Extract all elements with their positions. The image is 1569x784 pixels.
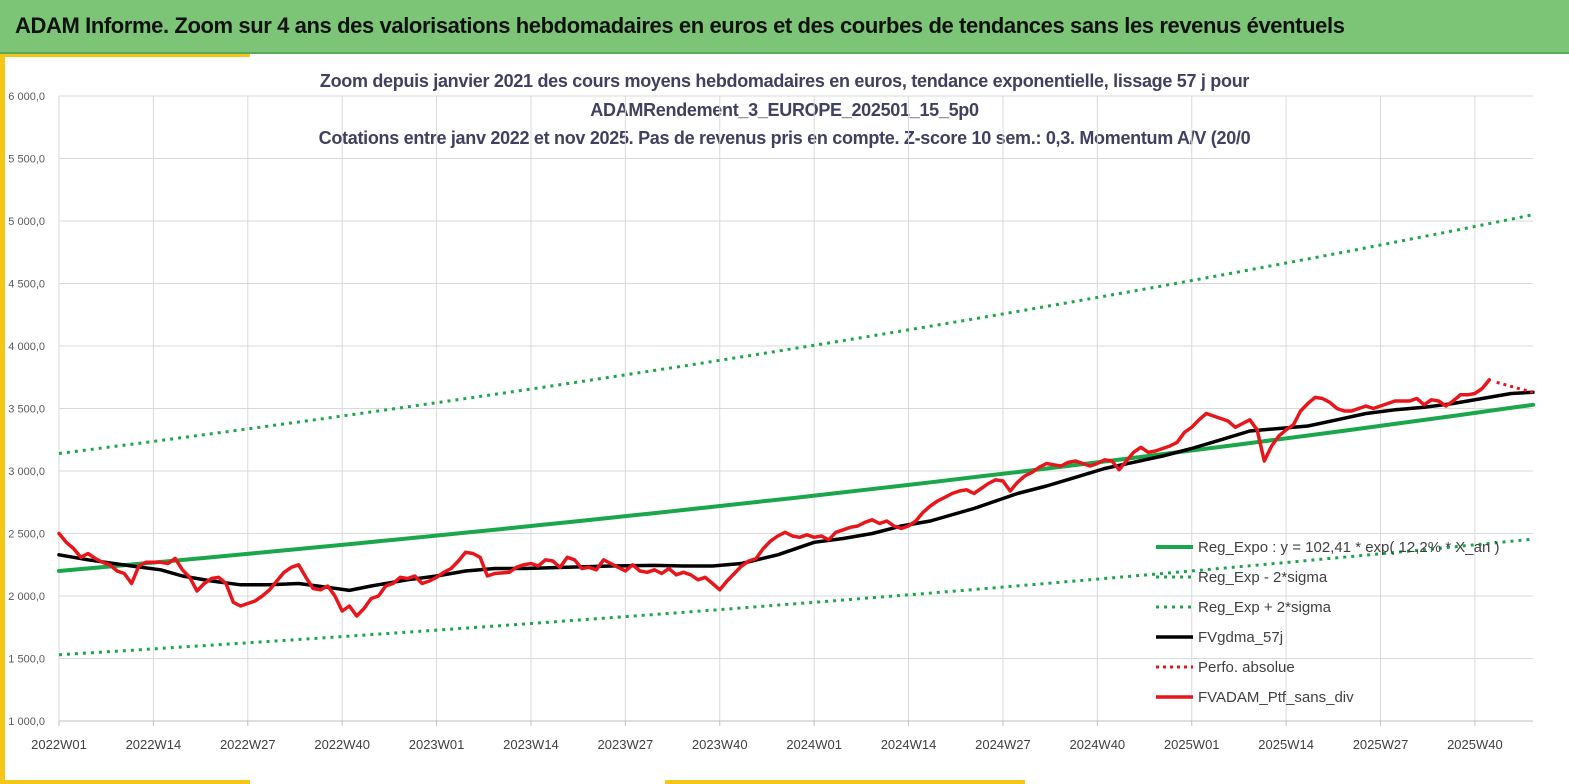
series-line-2	[58, 213, 1534, 455]
x-tick-label: 2025W40	[1447, 737, 1503, 752]
accent-bar-bottom	[0, 780, 250, 784]
series-line-5	[57, 378, 1492, 618]
y-tick-label: 4 000,0	[8, 341, 45, 353]
x-tick-label: 2024W27	[975, 737, 1031, 752]
x-tick-label: 2023W14	[503, 737, 559, 752]
y-tick-label: 5 000,0	[8, 216, 45, 228]
x-tick-label: 2025W27	[1353, 737, 1409, 752]
chart-title-line-1: Zoom depuis janvier 2021 des cours moyen…	[319, 71, 1250, 91]
grid-lines	[58, 95, 1533, 722]
series-line-4	[1496, 380, 1534, 394]
y-tick-label: 1 000,0	[8, 716, 45, 728]
legend-label-3: FVgdma_57j	[1198, 629, 1283, 646]
y-tick-label: 3 000,0	[8, 466, 45, 478]
y-tick-label: 3 500,0	[8, 404, 45, 416]
y-tick-label: 1 500,0	[8, 654, 45, 666]
chart-title-line-2: ADAMRendement_3_EUROPE_202501_15_5p0	[590, 100, 979, 120]
y-tick-label: 2 000,0	[8, 591, 45, 603]
legend-label-2: Reg_Exp + 2*sigma	[1198, 599, 1332, 616]
x-tick-label: 2024W14	[881, 737, 937, 752]
y-tick-label: 4 500,0	[8, 279, 45, 291]
x-tick-label: 2023W40	[692, 737, 748, 752]
chart-title-line-3: Cotations entre janv 2022 et nov 2025. P…	[318, 128, 1251, 148]
series-line-0	[57, 402, 1535, 573]
y-tick-label: 5 500,0	[8, 154, 45, 166]
accent-bar-bottom-center	[665, 780, 1025, 784]
x-tick-label: 2024W01	[786, 737, 842, 752]
y-tick-label: 2 500,0	[8, 529, 45, 541]
x-tick-label: 2023W01	[409, 737, 465, 752]
legend-label-4: Perfo. absolue	[1198, 659, 1295, 676]
x-tick-label: 2024W40	[1070, 737, 1126, 752]
accent-bar-left	[0, 54, 5, 784]
header-banner: ADAM Informe. Zoom sur 4 ans des valoris…	[0, 0, 1569, 54]
legend-label-5: FVADAM_Ptf_sans_div	[1198, 689, 1354, 706]
x-tick-label: 2023W27	[598, 737, 654, 752]
series-line-1	[58, 537, 1534, 657]
series-layer	[57, 213, 1535, 657]
x-tick-label: 2025W01	[1164, 737, 1220, 752]
legend-label-1: Reg_Exp - 2*sigma	[1198, 569, 1328, 586]
x-tick-label: 2022W14	[126, 737, 182, 752]
x-tick-label: 2022W27	[220, 737, 276, 752]
header-title: ADAM Informe. Zoom sur 4 ans des valoris…	[15, 13, 1345, 38]
x-tick-label: 2025W14	[1258, 737, 1314, 752]
x-tick-label: 2022W40	[314, 737, 370, 752]
accent-bar-top	[0, 54, 250, 57]
series-line-3	[57, 390, 1535, 593]
legend-label-0: Reg_Expo : y = 102,41 * exp( 12,2% * X_a…	[1198, 539, 1499, 556]
axes: 1 000,0 1 500,0 2 000,0 2 500,0 3 000,0 3 500…	[8, 91, 1533, 752]
x-tick-label: 2022W01	[31, 737, 87, 752]
legend: Reg_Expo : y = 102,41 * exp( 12,2% * X_a…	[1156, 539, 1499, 706]
y-tick-label: 6 000,0	[8, 91, 45, 103]
